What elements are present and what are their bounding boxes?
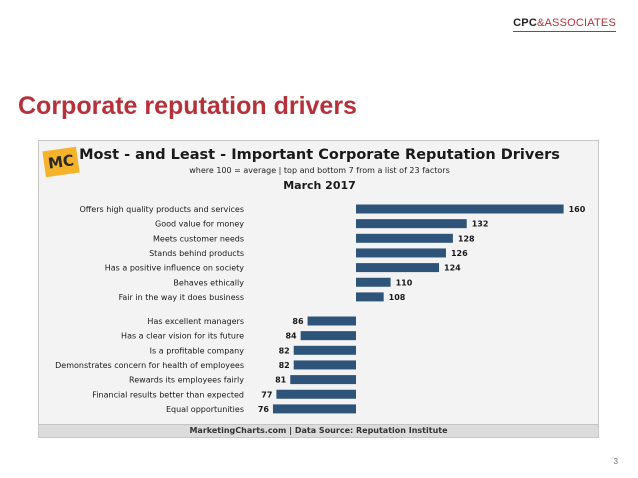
chart-title: Most - and Least - Important Corporate R… [79,147,560,163]
category-label: Offers high quality products and service… [79,205,244,214]
value-label: 77 [261,390,272,399]
bar-top-4 [356,263,440,273]
bar-bottom-1 [300,331,356,341]
category-label: Is a profitable company [150,346,245,355]
bar-bottom-3 [293,360,356,370]
bar-top-0 [356,204,564,214]
bar-bottom-6 [272,404,356,414]
category-label: Financial results better than expected [92,390,244,399]
brand-name-rest: &ASSOCIATES [536,17,616,29]
value-label: 110 [396,278,413,287]
value-label: 160 [569,205,586,214]
value-label: 84 [285,332,297,341]
chart-subtitle: where 100 = average | top and bottom 7 f… [189,166,450,175]
bar-bottom-5 [276,389,356,399]
slide-title: Corporate reputation drivers [18,92,357,120]
bar-chart: Offers high quality products and service… [55,204,586,414]
value-label: 82 [279,361,290,370]
category-label: Equal opportunities [166,405,244,414]
brand-logo: CPC&ASSOCIATES [513,17,616,32]
chart-panel: MC Most - and Least - Important Corporat… [38,140,599,438]
bar-top-6 [356,292,384,302]
category-label: Rewards its employees fairly [129,376,244,385]
category-label: Stands behind products [149,249,244,258]
bar-top-5 [356,277,391,287]
bar-top-2 [356,233,453,243]
chart-date: March 2017 [283,179,356,192]
category-label: Good value for money [155,220,244,229]
value-label: 108 [389,293,406,302]
value-label: 86 [292,317,304,326]
category-label: Fair in the way it does business [119,293,244,302]
category-label: Meets customer needs [153,234,244,243]
category-label: Has a positive influence on society [105,264,245,273]
value-label: 81 [275,376,287,385]
value-label: 82 [279,346,290,355]
category-label: Demonstrates concern for health of emplo… [55,361,244,370]
bar-top-3 [356,248,446,258]
value-label: 76 [258,405,270,414]
bar-bottom-4 [290,375,356,385]
category-label: Has a clear vision for its future [121,332,244,341]
brand-name-bold: CPC [513,17,537,29]
page-number: 3 [613,457,618,466]
value-label: 126 [451,249,468,258]
chart-footer: MarketingCharts.com | Data Source: Reput… [39,424,598,437]
value-label: 128 [458,234,475,243]
category-label: Behaves ethically [173,278,244,287]
category-label: Has excellent managers [147,317,244,326]
value-label: 132 [472,220,489,229]
value-label: 124 [444,264,461,273]
bar-bottom-0 [307,316,356,326]
bar-top-1 [356,219,467,229]
bar-bottom-2 [293,345,356,355]
